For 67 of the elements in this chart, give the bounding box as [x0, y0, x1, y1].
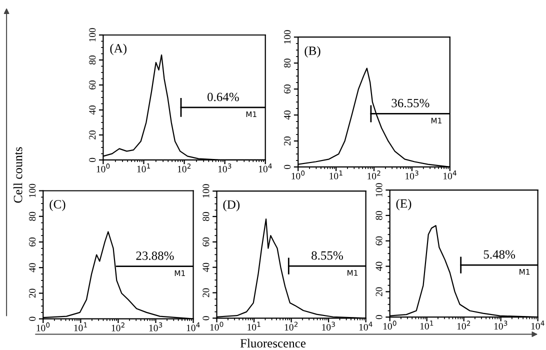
- text: (B): [304, 46, 320, 58]
- x-tick-label: 10$^{4}$: [531, 320, 544, 330]
- annotation: 0.64%: [208, 92, 239, 102]
- y-tick-label: 20: [284, 136, 291, 146]
- annotation: 23.88%: [136, 252, 174, 260]
- y-tick-label: 80: [89, 56, 96, 64]
- y-tick-label: 100: [29, 184, 36, 198]
- annotation: 36.55%: [392, 98, 430, 108]
- annotation: 5.48%: [484, 250, 516, 259]
- y-tick-label: 20: [29, 288, 36, 298]
- x-tick-label: 10$^{1}$: [74, 322, 87, 332]
- y-tick-label: 60: [29, 238, 36, 246]
- y-tick-label: 0: [89, 158, 96, 162]
- x-tick-label: 10$^{2}$: [112, 322, 124, 332]
- x-tick-label: 10$^{3}$: [406, 170, 418, 180]
- y-tick-label: 40: [202, 262, 210, 272]
- y-tick-label: 20: [376, 287, 382, 296]
- y-tick-label: 0: [284, 164, 291, 170]
- y-axis-title: Cell counts: [13, 147, 22, 203]
- x-tick-label: 10$^{2}$: [368, 170, 380, 180]
- y-tick-label: 60: [89, 80, 96, 90]
- x-tick-label: 10$^{4}$: [444, 170, 456, 180]
- x-tick-label: 10$^{1}$: [137, 164, 150, 172]
- x-tick-label: 10$^{2}$: [457, 320, 470, 330]
- y-tick-label: 100: [202, 184, 210, 198]
- text: (A): [110, 44, 126, 56]
- x-tick-label: 10$^{0}$: [96, 164, 110, 172]
- y-tick-label: 100: [376, 183, 382, 196]
- x-tick-label: 10$^{4}$: [258, 164, 272, 172]
- text: (D): [223, 200, 240, 212]
- y-tick-label: 60: [376, 236, 382, 246]
- x-tick-label: 10$^{4}$: [359, 322, 372, 331]
- y-tick-label: 80: [284, 58, 291, 68]
- y-tick-label: 80: [202, 212, 210, 221]
- y-tick-label: 60: [202, 237, 210, 246]
- y-tick-label: 0: [376, 315, 382, 320]
- x-tick-label: 10$^{3}$: [149, 322, 162, 332]
- x-tick-label: 10$^{3}$: [494, 320, 508, 330]
- x-tick-label: 10$^{0}$: [292, 170, 305, 180]
- x-tick-label: 10$^{1}$: [420, 320, 434, 330]
- x-tick-label: 10$^{1}$: [330, 170, 342, 180]
- text: (C): [50, 200, 66, 212]
- y-tick-label: 0: [29, 316, 36, 321]
- y-tick-label: 80: [29, 212, 36, 221]
- x-tick-label: 10$^{3}$: [218, 164, 232, 172]
- y-tick-label: 40: [376, 262, 382, 271]
- annotation: 8.55%: [312, 251, 343, 260]
- x-tick-label: 10$^{2}$: [178, 164, 190, 172]
- y-tick-label: 100: [89, 28, 96, 42]
- y-tick-label: 20: [89, 130, 96, 140]
- y-tick-label: 100: [284, 30, 291, 44]
- text: (E): [396, 198, 412, 210]
- x-tick-label: 10$^{0}$: [383, 320, 396, 330]
- x-tick-label: 10$^{4}$: [186, 322, 200, 332]
- x-tick-label: 10$^{0}$: [210, 322, 224, 331]
- x-tick-label: 10$^{2}$: [284, 322, 298, 331]
- y-tick-label: 20: [202, 288, 210, 298]
- y-tick-label: 40: [284, 110, 291, 120]
- x-tick-label: 10$^{0}$: [36, 322, 50, 332]
- y-tick-label: 40: [89, 105, 96, 115]
- y-tick-label: 60: [284, 84, 291, 94]
- y-tick-label: 40: [29, 263, 36, 272]
- x-tick-label: 10$^{3}$: [322, 322, 335, 331]
- x-axis-title: Fluorescence: [240, 338, 306, 348]
- y-tick-label: 0: [202, 316, 210, 320]
- x-tick-label: 10$^{1}$: [248, 322, 260, 331]
- y-tick-label: 80: [376, 210, 382, 220]
